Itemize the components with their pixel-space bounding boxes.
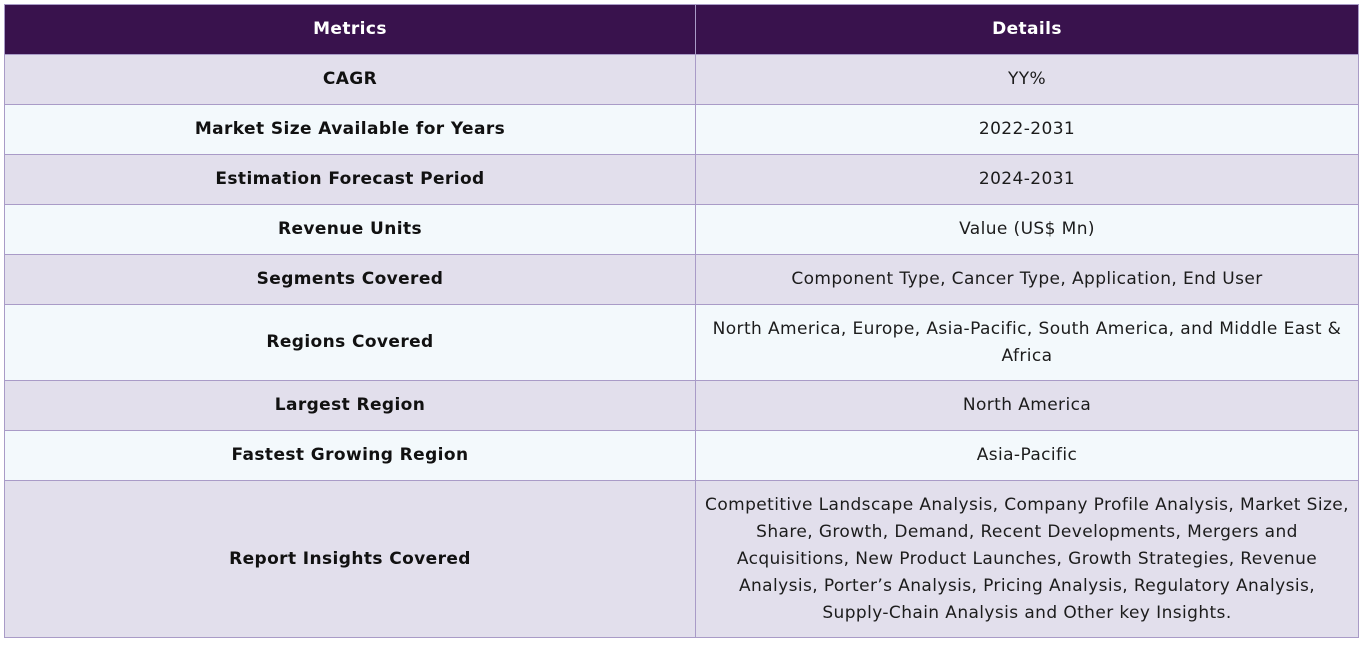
table-row: Regions Covered North America, Europe, A… [4,304,1359,381]
detail-cell: Value (US$ Mn) [695,204,1359,255]
metric-cell: Market Size Available for Years [4,104,696,155]
detail-cell: Competitive Landscape Analysis, Company … [695,480,1359,638]
detail-cell: Component Type, Cancer Type, Application… [695,254,1359,305]
table-row: Revenue Units Value (US$ Mn) [4,204,1359,255]
table-row: Estimation Forecast Period 2024-2031 [4,154,1359,205]
metric-cell: CAGR [4,54,696,105]
table-row: Market Size Available for Years 2022-203… [4,104,1359,155]
table-row: Segments Covered Component Type, Cancer … [4,254,1359,305]
table-row: Fastest Growing Region Asia-Pacific [4,430,1359,481]
metric-cell: Fastest Growing Region [4,430,696,481]
table-row: CAGR YY% [4,54,1359,105]
header-metrics: Metrics [4,4,696,55]
metric-cell: Largest Region [4,380,696,431]
detail-cell: 2022-2031 [695,104,1359,155]
detail-cell: YY% [695,54,1359,105]
metric-cell: Estimation Forecast Period [4,154,696,205]
header-row: Metrics Details [4,4,1359,55]
metric-cell: Revenue Units [4,204,696,255]
header-details: Details [695,4,1359,55]
table-body: CAGR YY% Market Size Available for Years… [4,54,1359,638]
detail-cell: Asia-Pacific [695,430,1359,481]
report-metrics-table: Metrics Details CAGR YY% Market Size Ava… [4,4,1359,638]
table-row: Largest Region North America [4,380,1359,431]
metric-cell: Regions Covered [4,304,696,381]
detail-cell: North America, Europe, Asia-Pacific, Sou… [695,304,1359,381]
table-row: Report Insights Covered Competitive Land… [4,480,1359,638]
metric-cell: Segments Covered [4,254,696,305]
detail-cell: 2024-2031 [695,154,1359,205]
detail-cell: North America [695,380,1359,431]
table-header: Metrics Details [4,4,1359,55]
metric-cell: Report Insights Covered [4,480,696,638]
